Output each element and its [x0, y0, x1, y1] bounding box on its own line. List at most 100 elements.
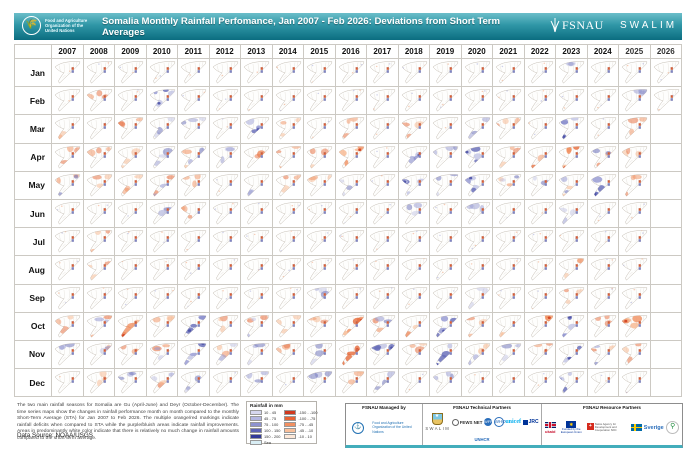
somalia-mini-map: [590, 202, 616, 225]
map-cell-2009-jan: [115, 59, 146, 87]
cell-legend-blue: [607, 351, 610, 355]
map-cell-2016-sep: [335, 284, 366, 312]
cell-legend-blue: [71, 154, 74, 158]
cell-legend-blue: [449, 182, 452, 186]
cell-legend-blue: [197, 70, 200, 73]
cell-legend-blue: [449, 70, 452, 73]
somalia-mini-map: [369, 371, 396, 394]
cell-legend-red: [197, 377, 200, 380]
somalia-mini-map: [338, 202, 364, 225]
map-cell-2015-jul: [304, 228, 335, 256]
somalia-mini-map: [558, 145, 585, 169]
cell-legend-blue: [638, 211, 641, 214]
cell-legend-red: [481, 377, 484, 380]
cell-legend-red: [292, 348, 295, 352]
cell-legend-red: [575, 67, 578, 70]
somalia-mini-map: [54, 314, 81, 338]
map-cell-2008-feb: [83, 87, 114, 115]
map-cell-2015-jun: [304, 199, 335, 228]
afdb-logo: ⚲: [666, 421, 680, 434]
cell-legend-red: [197, 151, 200, 155]
cell-legend-red: [260, 95, 263, 99]
somalia-mini-map: [212, 202, 238, 225]
somalia-mini-map: [621, 117, 648, 140]
cell-legend-blue: [134, 295, 137, 299]
cell-legend-red: [638, 123, 641, 127]
year-header-2022: 2022: [524, 45, 555, 58]
cell-legend-blue: [229, 70, 232, 73]
unhcr-label: UNHCR: [474, 436, 490, 442]
map-cell-2011-feb: [178, 87, 209, 115]
map-cell-2011-oct: [178, 312, 209, 340]
cell-legend-blue: [575, 98, 578, 102]
year-header-2008: 2008: [83, 45, 114, 58]
cell-legend-red: [449, 151, 452, 155]
cell-legend-red: [71, 320, 74, 324]
map-cell-2008-sep: [83, 284, 114, 312]
somalia-mini-map: [149, 145, 175, 169]
cell-legend-red: [638, 179, 641, 183]
map-cell-2019-may: [430, 171, 461, 199]
map-cell-2025-apr: [619, 143, 650, 171]
cell-legend-blue: [134, 239, 137, 242]
map-cell-2016-feb: [335, 87, 366, 115]
cell-legend-blue: [418, 295, 421, 299]
map-cell-2026-nov: [650, 340, 681, 369]
somalia-mini-map: [180, 230, 207, 253]
cell-legend-blue: [103, 211, 106, 214]
somalia-mini-map: [558, 117, 585, 140]
cell-legend-blue: [323, 98, 326, 102]
map-cell-2018-mar: [398, 115, 429, 143]
map-cell-2023-aug: [556, 256, 587, 284]
somalia-mini-map: [527, 230, 553, 253]
map-cell-2016-jun: [335, 199, 366, 228]
who-logo: WHO: [493, 417, 506, 428]
month-label-jun: Jun: [15, 199, 51, 228]
cell-legend-blue: [449, 154, 452, 158]
somalia-mini-map: [338, 174, 364, 197]
cell-legend-red: [103, 95, 106, 99]
swiss-caption: Swiss Agency for Development and Coopera…: [594, 421, 617, 433]
cell-legend-red: [103, 151, 106, 155]
map-cell-2014-nov: [272, 340, 303, 369]
cell-legend-red: [260, 292, 263, 296]
cell-legend-blue: [103, 267, 106, 271]
somalia-mini-map: [495, 117, 522, 140]
map-cell-2008-apr: [83, 143, 114, 171]
map-cell-2012-aug: [209, 256, 240, 284]
cell-legend-red: [229, 264, 232, 268]
map-cell-2020-jun: [461, 199, 492, 228]
somalia-mini-map: [180, 343, 207, 366]
cell-legend-blue: [607, 380, 610, 383]
year-header-2011: 2011: [178, 45, 209, 58]
somalia-mini-map: [275, 117, 301, 140]
legend-label: 45 - 75: [264, 416, 277, 422]
somalia-mini-map: [621, 145, 648, 169]
month-label-apr: Apr: [15, 143, 51, 171]
map-cell-2026-jul: [650, 228, 681, 256]
map-cell-2019-nov: [430, 340, 461, 369]
cell-legend-red: [418, 208, 421, 211]
somalia-mini-map: [86, 371, 112, 394]
cell-legend-blue: [197, 323, 200, 327]
cell-legend-blue: [103, 126, 106, 130]
cell-legend-red: [229, 67, 232, 70]
legend-blue-row: 150 - 200: [250, 433, 280, 440]
cell-legend-red: [575, 179, 578, 183]
somalia-mini-map: [590, 117, 616, 140]
cell-legend-blue: [260, 380, 263, 383]
map-cell-2007-nov: [52, 340, 83, 369]
map-cell-2021-jul: [493, 228, 524, 256]
cell-legend-blue: [260, 323, 263, 327]
map-cell-2023-sep: [556, 284, 587, 312]
somalia-mini-map: [590, 174, 616, 197]
cell-legend-blue: [292, 295, 295, 299]
cell-legend-blue: [71, 70, 74, 73]
map-cell-2026-may: [650, 171, 681, 199]
cell-legend-blue: [638, 351, 641, 355]
cell-legend-red: [512, 320, 515, 324]
map-cell-2019-apr: [430, 143, 461, 171]
cell-legend-blue: [166, 267, 169, 271]
cell-legend-blue: [166, 154, 169, 158]
swiss-flag-icon: +: [586, 422, 594, 430]
